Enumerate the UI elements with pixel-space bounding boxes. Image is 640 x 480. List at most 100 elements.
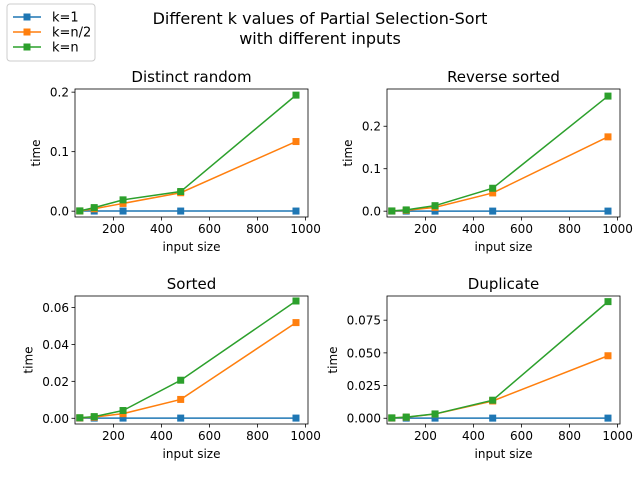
chart4-ylabel: time [326,346,340,373]
chart4-xtick-label-1: 200 [414,429,437,443]
subplots: 200 400 600 800 1000 0.0 0.1 0.2 Distinct random… [22,68,633,461]
legend: k=1 k=n/2 k=n [6,3,96,62]
chart3-series-3-point-4 [177,376,185,384]
chart4-ytick-label-4: 0.075 [347,314,381,328]
chart4-series-1-point-4 [489,414,497,422]
chart2-xtick-label-3: 600 [510,222,533,236]
chart1-series-3-point-5 [292,91,300,99]
chart3-series-2-point-5 [292,319,300,327]
chart4-series-3-point-2 [402,413,410,421]
chart1-series-1-point-5 [292,207,300,215]
chart2-ytick-label-1: 0.0 [362,205,381,219]
chart4-series-3-point-5 [604,298,612,306]
chart4-ytick-label-3: 0.050 [347,346,381,360]
chart3-ylabel: time [22,346,36,373]
chart3-series-3-point-1 [76,414,84,422]
chart3-xtick-label-5: 1000 [290,429,321,443]
chart1-ytick-label-1: 0.0 [50,205,69,219]
chart1-title: Distinct random [131,68,251,86]
chart3-xlabel: input size [163,447,221,461]
chart4-xtick-label-2: 400 [462,429,485,443]
chart1-xtick-label-4: 800 [246,222,269,236]
chart4-series-1-point-5 [604,414,612,422]
chart1-axes: 200 400 600 800 1000 0.0 0.1 0.2 Distinct random… [29,68,321,254]
chart2-series-3-point-2 [402,206,410,214]
chart2-series-3-point-5 [604,92,612,100]
chart1-frame [74,88,309,218]
chart2-xtick-label-1: 200 [414,222,437,236]
chart2-series-3-point-1 [388,207,396,215]
chart2-ytick-label-2: 0.1 [362,162,381,176]
figure-suptitle-line1: Different k values of Partial Selection-… [153,9,488,28]
chart2-series-1-point-3 [431,207,439,215]
chart4-xtick-label-5: 1000 [602,429,633,443]
chart4-series-3-point-1 [388,414,396,422]
chart1-series-2-point-5 [292,138,300,146]
chart2-frame [386,88,621,218]
chart3-ytick-label-1: 0.00 [42,412,69,426]
chart4-series-3-point-4 [489,396,497,404]
chart3-ytick-label-4: 0.06 [42,301,69,315]
chart1-xlabel: input size [163,240,221,254]
chart4-frame [386,295,621,425]
chart1-xtick-label-2: 400 [150,222,173,236]
legend-label-kn: k=n [52,41,79,56]
chart1-series-3-point-4 [177,188,185,196]
chart2-series-1-point-4 [489,207,497,215]
chart4-ytick-label-2: 0.025 [347,379,381,393]
legend-label-k1: k=1 [52,11,79,26]
chart3-frame [74,295,309,425]
chart4-title: Duplicate [468,275,539,293]
chart2-axes: 200 400 600 800 1000 0.0 0.1 0.2 Reverse sorted i… [341,68,633,254]
chart4-series-3-line [391,301,609,419]
chart4-axes: 200 400 600 800 1000 0.000 0.025 0.050 0.075 Dupl… [326,275,633,461]
chart2-series-2-point-5 [604,133,612,141]
chart2-xtick-label-4: 800 [558,222,581,236]
chart4-xtick-label-3: 600 [510,429,533,443]
chart2-series-3-line [391,95,609,212]
chart1-series-3-point-1 [76,207,84,215]
chart1-xtick-label-1: 200 [102,222,125,236]
chart2-title: Reverse sorted [447,68,560,86]
legend-label-kn2: k=n/2 [52,26,91,41]
chart3-axes: 200 400 600 800 1000 0.00 0.02 0.04 0.06 Sorted in… [22,275,321,461]
chart2-xtick-label-5: 1000 [602,222,633,236]
chart3-series-3-point-2 [90,413,98,421]
chart1-ytick-label-2: 0.1 [50,145,69,159]
chart1-series-1-point-3 [119,207,127,215]
chart2-series-2-line [391,136,609,212]
legend-marker-kn [23,43,31,51]
chart3-series-1-point-3 [119,414,127,422]
chart4-series-3-point-3 [431,410,439,418]
chart1-series-2-point-3 [119,199,127,207]
chart2-ylabel: time [341,139,355,166]
chart3-series-1-point-5 [292,414,300,422]
chart4-ytick-label-1: 0.000 [347,412,381,426]
chart2-series-3-point-3 [431,202,439,210]
chart3-xtick-label-2: 400 [150,429,173,443]
chart2-xtick-label-2: 400 [462,222,485,236]
legend-marker-kn2 [23,28,31,36]
chart3-series-3-point-3 [119,407,127,415]
chart2-series-2-point-4 [489,189,497,197]
chart1-series-3-line [79,94,297,212]
chart4-series-2-line [391,355,609,419]
chart2-ytick-label-3: 0.2 [362,120,381,134]
chart1-series-3-point-2 [90,204,98,212]
chart1-series-1-point-4 [177,207,185,215]
chart1-ylabel: time [29,139,43,166]
chart1-series-2-line [79,140,297,212]
chart1-ytick-label-3: 0.2 [50,86,69,100]
legend-marker-k1 [23,13,31,21]
chart3-xtick-label-3: 600 [198,429,221,443]
chart3-xtick-label-4: 800 [246,429,269,443]
chart3-series-2-point-4 [177,395,185,403]
chart3-series-2-line [79,321,297,419]
chart2-xlabel: input size [475,240,533,254]
chart2-series-3-point-4 [489,184,497,192]
chart4-series-2-point-5 [604,352,612,360]
chart3-ytick-label-2: 0.02 [42,375,69,389]
chart3-xtick-label-1: 200 [102,429,125,443]
chart3-series-3-line [79,300,297,419]
